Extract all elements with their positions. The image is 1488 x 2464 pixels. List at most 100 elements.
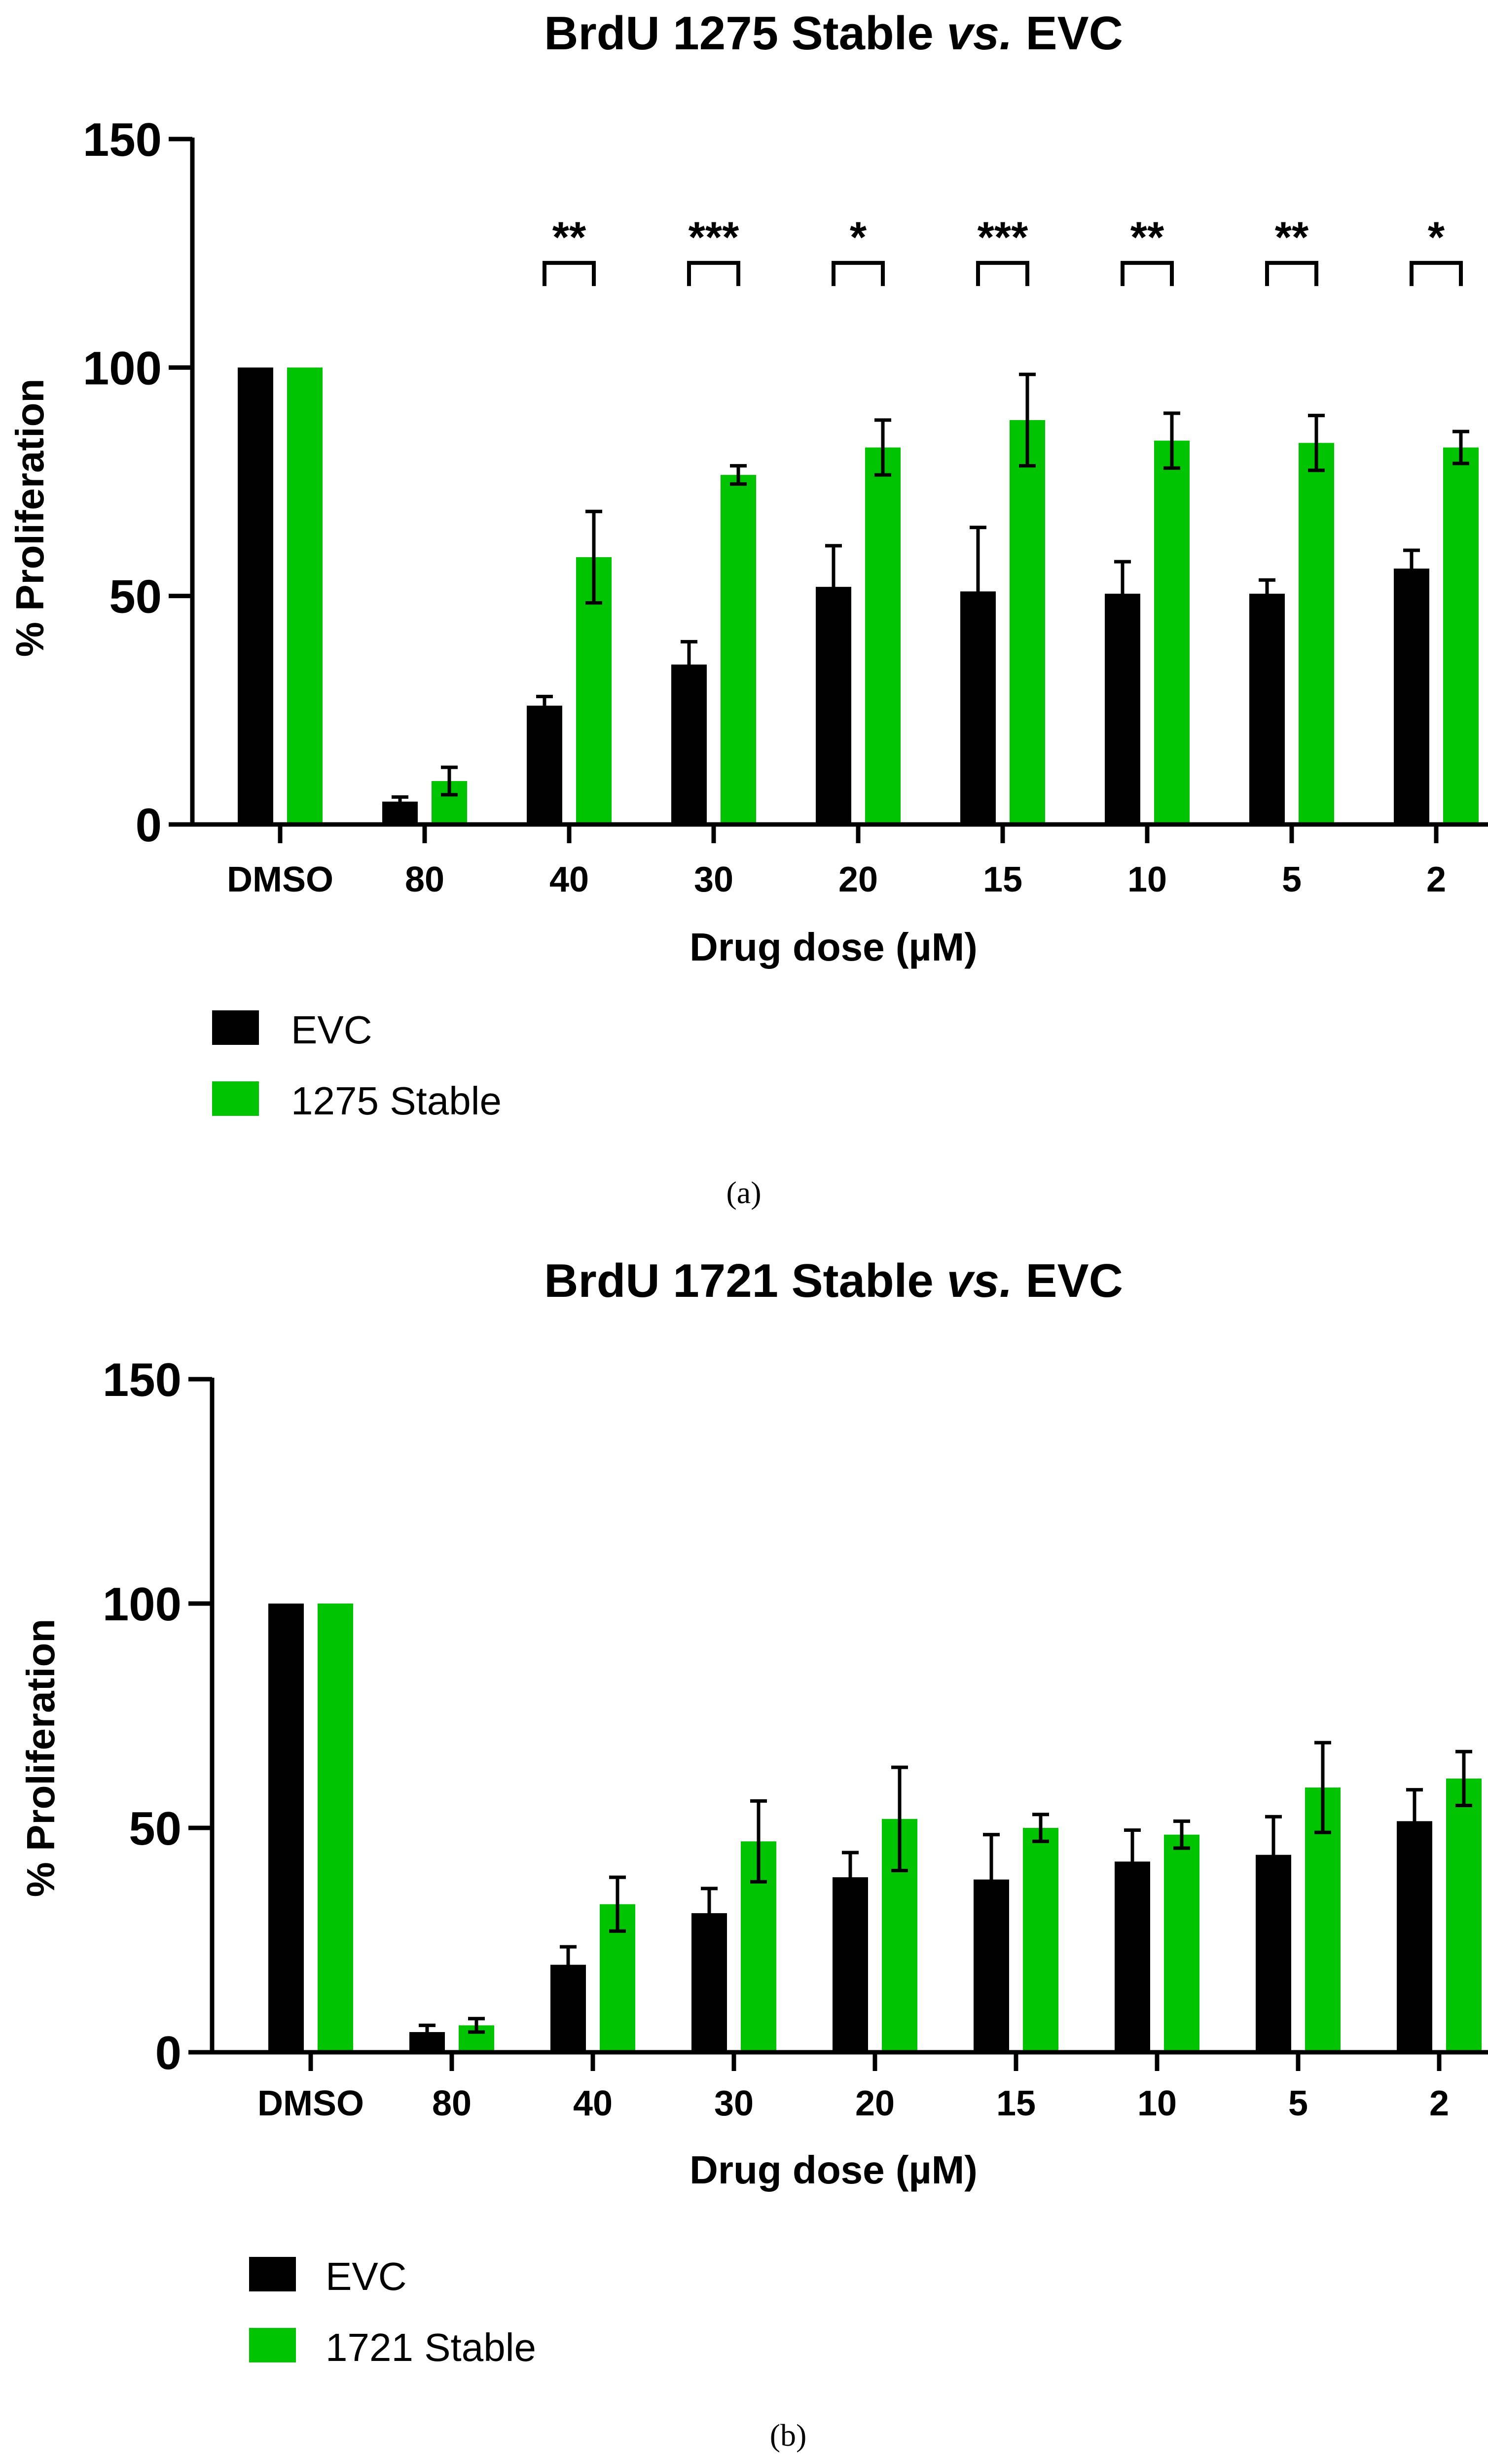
x-tick-label: DMSO — [227, 860, 333, 899]
chart-a-y-axis-label: % Proliferation — [8, 379, 52, 657]
x-tick-label: 2 — [1429, 2084, 1449, 2123]
significance-label: *** — [689, 213, 739, 261]
chart-a-x-axis: DMSO 80 40 30 20 15 10 5 2 — [190, 822, 1488, 899]
error-bar — [441, 765, 458, 797]
chart-a-x-axis-label: Drug dose (µM) — [690, 925, 978, 969]
error-bar — [983, 1833, 1000, 1927]
chart-b-legend: EVC 1721 Stable — [249, 2254, 536, 2369]
bar-1275-stable-15 — [1010, 420, 1045, 824]
error-bar — [1455, 1750, 1472, 1807]
bar-1721-stable-2 — [1446, 1778, 1482, 2052]
error-bar — [842, 1851, 859, 1904]
significance-label: ** — [1130, 213, 1164, 261]
y-tick-label: 150 — [83, 113, 162, 166]
bar-evc-2 — [1394, 569, 1429, 824]
legend-b-evc-swatch — [249, 2257, 296, 2291]
x-tick-label: 15 — [983, 860, 1022, 899]
legend-a-evc-swatch — [212, 1010, 259, 1045]
chart-b-title: BrdU 1721 Stable vs. EVC — [544, 1254, 1123, 1307]
chart-a-y-axis: 0 50 100 150 — [83, 113, 195, 852]
significance-bracket — [543, 261, 596, 286]
bar-evc-dmso — [238, 367, 273, 824]
bar-evc-30 — [671, 664, 707, 824]
y-tick-label: 0 — [155, 2027, 181, 2079]
x-tick-label: 40 — [573, 2084, 613, 2123]
bar-1275-stable-20 — [865, 447, 901, 824]
legend-a-evc-label: EVC — [291, 1008, 372, 1052]
bar-1721-stable-10 — [1164, 1834, 1199, 2052]
y-tick-label: 0 — [136, 799, 162, 852]
chart-a-bars — [238, 367, 1479, 824]
bar-evc-20 — [833, 1877, 868, 2052]
bar-1275-stable-30 — [721, 475, 756, 824]
significance-bracket — [832, 261, 885, 286]
error-bar — [585, 509, 602, 605]
bar-1721-stable-dmso — [318, 1604, 353, 2052]
error-bar — [1406, 1788, 1423, 1855]
chart-a-title: BrdU 1275 Stable vs. EVC — [544, 7, 1123, 60]
x-tick-label: DMSO — [257, 2084, 364, 2123]
error-bar — [730, 464, 747, 486]
error-bar — [750, 1799, 767, 1884]
error-bar — [1314, 1741, 1331, 1834]
error-bar — [1173, 1819, 1190, 1850]
x-tick-label: 5 — [1282, 860, 1302, 899]
x-tick-label: 80 — [405, 860, 444, 899]
error-bar — [1265, 1815, 1282, 1895]
chart-b-error-bars — [419, 1741, 1472, 2041]
panel-label-b: (b) — [770, 2418, 807, 2453]
legend-a-stable-swatch — [212, 1081, 259, 1116]
error-bar — [681, 640, 697, 689]
bar-evc-dmso — [268, 1604, 304, 2052]
chart-a-error-bars — [392, 372, 1469, 808]
x-tick-label: 20 — [855, 2084, 895, 2123]
error-bar — [1163, 411, 1180, 470]
error-bar — [825, 544, 842, 630]
error-bar — [609, 1875, 626, 1933]
error-bar — [1124, 1828, 1141, 1895]
legend-b-evc-label: EVC — [326, 2254, 407, 2298]
x-tick-label: 15 — [996, 2084, 1036, 2123]
x-tick-label: 10 — [1137, 2084, 1177, 2123]
error-bar — [419, 2023, 436, 2041]
bar-1275-stable-10 — [1154, 440, 1190, 824]
x-tick-label: 2 — [1426, 860, 1446, 899]
significance-label: *** — [978, 213, 1028, 261]
x-tick-label: 10 — [1127, 860, 1167, 899]
bar-evc-10 — [1105, 594, 1140, 824]
bar-evc-2 — [1397, 1821, 1432, 2052]
chart-a-legend: EVC 1275 Stable — [212, 1008, 502, 1123]
y-tick-label: 100 — [103, 1578, 181, 1631]
x-tick-label: 20 — [838, 860, 878, 899]
bar-1275-stable-5 — [1299, 443, 1334, 824]
x-tick-label: 30 — [694, 860, 733, 899]
chart-b-y-axis-label: % Proliferation — [19, 1619, 63, 1897]
significance-bracket — [1410, 261, 1463, 286]
significance-bracket — [1265, 261, 1318, 286]
x-tick-label: 5 — [1288, 2084, 1308, 2123]
chart-b: BrdU 1721 Stable vs. EVC % Proliferation… — [19, 1254, 1488, 2453]
bar-evc-40 — [527, 706, 562, 824]
error-bar — [560, 1945, 577, 1985]
significance-label: ** — [1275, 213, 1309, 261]
error-bar — [392, 795, 408, 808]
significance-label: * — [1428, 213, 1445, 261]
y-tick-label: 100 — [83, 342, 162, 394]
legend-a-stable-label: 1275 Stable — [291, 1079, 502, 1123]
y-tick-label: 50 — [129, 1802, 181, 1855]
chart-b-bars — [268, 1604, 1482, 2052]
error-bar — [701, 1887, 718, 1940]
bar-1721-stable-15 — [1023, 1828, 1058, 2052]
legend-b-stable-label: 1721 Stable — [326, 2325, 536, 2369]
error-bar — [874, 418, 891, 477]
significance-bracket — [976, 261, 1029, 286]
significance-bracket — [1121, 261, 1174, 286]
bar-1275-stable-2 — [1443, 447, 1479, 824]
legend-b-stable-swatch — [249, 2328, 296, 2362]
error-bar — [970, 526, 986, 657]
x-tick-label: 80 — [432, 2084, 472, 2123]
chart-a: BrdU 1275 Stable vs. EVC % Proliferation… — [8, 7, 1488, 1210]
chart-b-x-axis: DMSO 80 40 30 20 15 10 5 2 — [210, 2050, 1488, 2123]
bar-1275-stable-dmso — [287, 367, 323, 824]
